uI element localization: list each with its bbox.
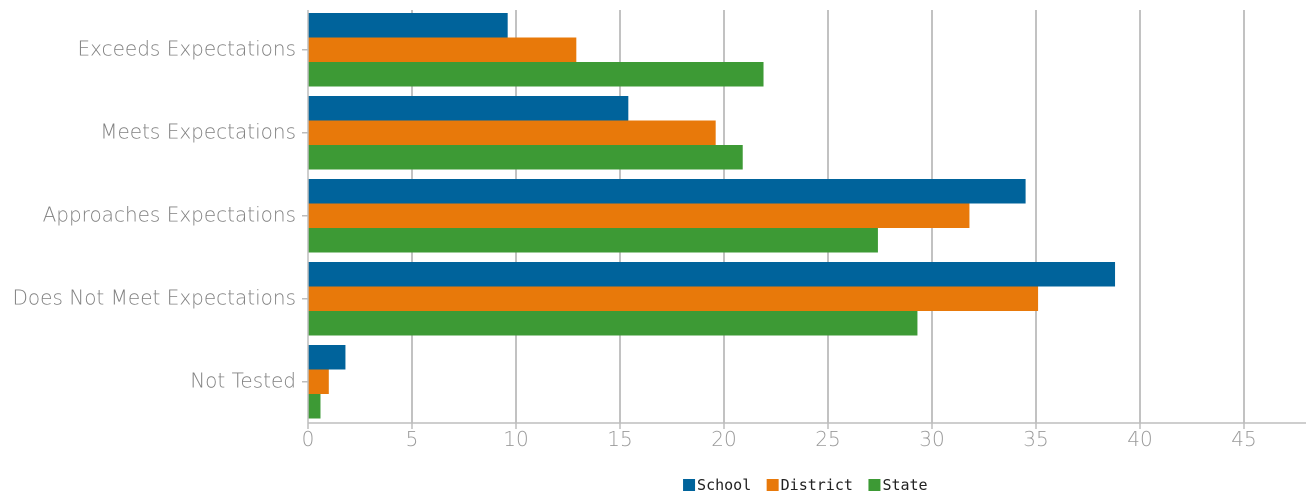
- legend-swatch-state: [868, 479, 881, 491]
- bar-district-3: [308, 203, 970, 228]
- x-tick-label: 5: [406, 427, 419, 451]
- category-label: Does Not Meet Expectations: [13, 285, 296, 309]
- bar-state-3: [308, 228, 878, 253]
- legend-label-district[interactable]: District: [781, 476, 853, 494]
- axes: Exceeds Expectations Meets Expectations Ap…: [13, 10, 1306, 451]
- bar-district-2: [308, 120, 716, 145]
- x-tick-label: 35: [1023, 427, 1048, 451]
- bar-state-4: [308, 311, 918, 336]
- category-label: Meets Expectations: [100, 119, 296, 143]
- bar-state-1: [308, 62, 764, 87]
- bar-school-2: [308, 96, 629, 121]
- x-tick-label: 0: [302, 427, 315, 451]
- bar-district-1: [308, 37, 577, 62]
- x-tick-label: 20: [711, 427, 736, 451]
- category-label: Exceeds Expectations: [78, 36, 297, 60]
- x-tick-label: 30: [919, 427, 944, 451]
- x-tick-label: 40: [1127, 427, 1152, 451]
- legend: School District State: [683, 476, 928, 494]
- bars: [308, 13, 1116, 419]
- bar-school-4: [308, 262, 1116, 287]
- x-tick-label: 25: [815, 427, 840, 451]
- legend-swatch-district: [766, 479, 779, 491]
- bar-school-1: [308, 13, 508, 38]
- legend-label-school[interactable]: School: [697, 476, 751, 494]
- bar-district-4: [308, 286, 1039, 311]
- x-tick-label: 45: [1231, 427, 1256, 451]
- category-label: Approaches Expectations: [43, 202, 296, 226]
- bar-district-5: [308, 369, 329, 394]
- bar-state-2: [308, 145, 743, 170]
- legend-label-state[interactable]: State: [882, 476, 927, 494]
- legend-swatch-school: [683, 479, 696, 491]
- bar-state-5: [308, 394, 321, 419]
- x-tick-label: 15: [607, 427, 632, 451]
- category-label: Not Tested: [190, 368, 296, 392]
- bar-school-5: [308, 345, 346, 370]
- x-tick-label: 10: [503, 427, 528, 451]
- bar-school-3: [308, 179, 1026, 204]
